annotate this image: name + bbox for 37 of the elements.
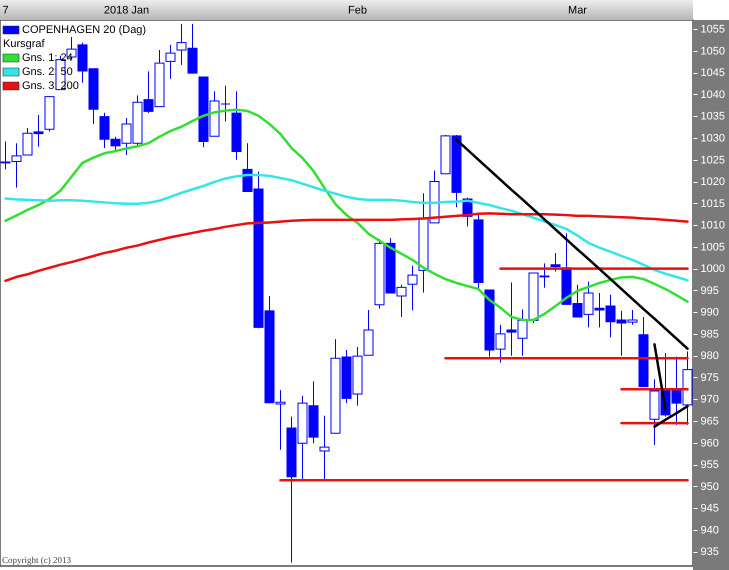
y-tick-label: 940 <box>700 524 719 536</box>
x-tick-label: 2018 Jan <box>104 4 150 16</box>
y-tick-label: 965 <box>700 416 719 428</box>
y-tick-label: 1020 <box>700 176 725 188</box>
y-tick-label: 1010 <box>700 220 725 232</box>
y-tick-label: 1045 <box>700 67 725 80</box>
y-tick-label: 985 <box>700 328 719 340</box>
candlestick <box>550 252 561 272</box>
y-tick-label: 935 <box>700 546 719 558</box>
x-tick-label: 7 <box>2 4 9 16</box>
x-tick-label: Feb <box>348 4 367 16</box>
candlestick <box>407 265 418 311</box>
y-tick-label: 945 <box>700 502 719 515</box>
y-tick-label: 1025 <box>700 154 725 166</box>
y-tick-label: 990 <box>700 306 719 319</box>
candlestick <box>165 44 176 80</box>
y-tick-label: 1050 <box>700 45 725 58</box>
y-tick-label: 995 <box>700 284 719 297</box>
x-tick-label: Mar <box>568 4 588 16</box>
y-tick-label: 1040 <box>700 88 725 101</box>
y-tick-label: 970 <box>700 394 719 406</box>
candlestick <box>319 415 330 480</box>
y-tick-label: 950 <box>700 480 719 493</box>
legend-label: COPENHAGEN 20 (Dag) <box>22 24 146 36</box>
y-tick-label: 980 <box>700 350 719 362</box>
y-tick-label: 1015 <box>700 198 725 210</box>
annotation: Kursgraf <box>3 38 46 50</box>
y-tick-label: 1030 <box>700 132 725 144</box>
y-tick-label: 1055 <box>700 24 725 36</box>
y-tick-label: 1035 <box>700 110 725 123</box>
y-tick-label: 1000 <box>700 263 725 276</box>
y-tick-label: 1005 <box>700 241 725 254</box>
y-tick-label: 975 <box>700 372 719 384</box>
line-series <box>455 138 689 350</box>
y-tick-label: 955 <box>700 459 719 472</box>
annotation: Copyright (c) 2013 <box>2 555 72 565</box>
y-tick-label: 960 <box>700 437 719 450</box>
